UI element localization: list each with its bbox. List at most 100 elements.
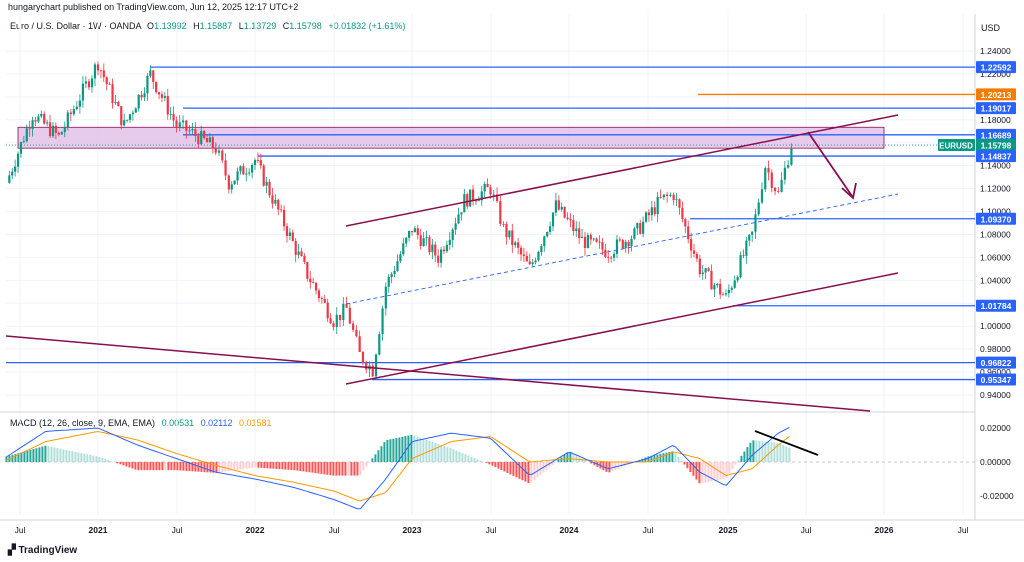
candle [277, 198, 280, 216]
candle [8, 170, 11, 184]
macd-histogram-bar [689, 462, 692, 473]
candle-body [51, 125, 55, 137]
candle [314, 281, 318, 295]
candle-body [460, 212, 463, 215]
candle [268, 178, 271, 198]
candle [639, 219, 642, 235]
time-tick-label: 2024 [560, 525, 579, 535]
candle-body [647, 212, 651, 216]
candle-body [355, 329, 358, 337]
candle-body [618, 239, 621, 241]
macd-histogram-bar [449, 448, 452, 462]
symbol-price-tag: EURUSD [938, 139, 975, 152]
macd-histogram-bar [704, 462, 707, 483]
candle-body [99, 70, 103, 72]
candle [514, 240, 517, 248]
candle [323, 295, 326, 304]
candle [528, 253, 531, 266]
candle [595, 237, 598, 243]
symbol-tag-text: EURUSD [939, 142, 973, 151]
candle [773, 186, 777, 196]
candle-body [681, 207, 684, 220]
candle-body [624, 241, 627, 249]
candle [748, 233, 751, 247]
macd-histogram-bar [647, 456, 650, 462]
candle [410, 230, 414, 236]
candle-body [730, 287, 733, 290]
candle-body [733, 280, 736, 288]
candle-body [203, 131, 206, 138]
macd-histogram-bar [515, 462, 518, 478]
candle [647, 209, 651, 222]
candle-body [425, 237, 428, 239]
macd-histogram-bar [5, 456, 8, 462]
candle [317, 288, 321, 303]
macd-histogram-bar [575, 455, 578, 462]
candle-body [508, 230, 511, 238]
macd-histogram-bar [254, 462, 257, 468]
time-tick-label: 2022 [246, 525, 265, 535]
macd-histogram-bar [32, 449, 35, 462]
candle [48, 114, 52, 139]
candle-body [760, 189, 764, 203]
candle [342, 297, 345, 327]
candle-body [120, 106, 123, 126]
candle-body [248, 172, 251, 174]
candle-body [178, 122, 181, 127]
candle-body [684, 219, 687, 227]
candle-body [143, 93, 146, 98]
candle-body [374, 354, 378, 377]
candle [666, 191, 669, 203]
candle [540, 243, 543, 256]
candle [760, 182, 764, 205]
high-label: H [193, 21, 200, 31]
candle [384, 282, 387, 316]
macd-histogram-bar [380, 446, 383, 462]
candle [736, 275, 739, 283]
candle [152, 69, 155, 89]
candle [698, 254, 701, 278]
candle-body [780, 179, 783, 192]
candle-body [8, 175, 11, 183]
candle-body [489, 187, 492, 195]
macd-histogram-bar [17, 453, 20, 462]
macd-tick-label: -0.02000 [980, 491, 1014, 501]
price-tag-bg [976, 212, 1016, 225]
candle [306, 261, 309, 282]
candle [230, 181, 233, 194]
close-value: 1.15798 [289, 21, 322, 31]
candle [105, 76, 108, 91]
candle [405, 236, 408, 247]
candle-body [549, 226, 552, 233]
macd-histogram-bar [335, 462, 338, 476]
candle-body [14, 166, 17, 172]
candle [701, 264, 704, 281]
macd-histogram-bar [86, 454, 89, 462]
price-axis-tag: 1.14837 [976, 150, 1016, 163]
macd-histogram-bar [458, 451, 461, 462]
candle [505, 221, 508, 245]
candle-body [666, 194, 669, 196]
candle-body [172, 114, 175, 121]
candle-body [569, 218, 572, 221]
price-tag-bg [976, 373, 1016, 386]
tradingview-logo[interactable]: ▞ TradingView [8, 545, 77, 556]
price-tick-label: 1.14000 [980, 161, 1011, 171]
macd-histogram-bar [356, 462, 359, 476]
candle-body [390, 273, 393, 277]
macd-histogram-bar [452, 449, 455, 462]
time-tick-label: Jul [172, 525, 183, 535]
macd-histogram-bar [422, 438, 425, 462]
candle [178, 115, 181, 132]
candle [111, 78, 114, 109]
candle-body [166, 96, 169, 115]
candle-body [633, 228, 636, 239]
candle-body [471, 189, 475, 201]
candle [710, 264, 713, 290]
candle-body [256, 160, 260, 161]
candle [288, 228, 291, 241]
candle [227, 174, 230, 194]
candle-body [466, 194, 469, 207]
projection-arrow-head [841, 182, 857, 200]
